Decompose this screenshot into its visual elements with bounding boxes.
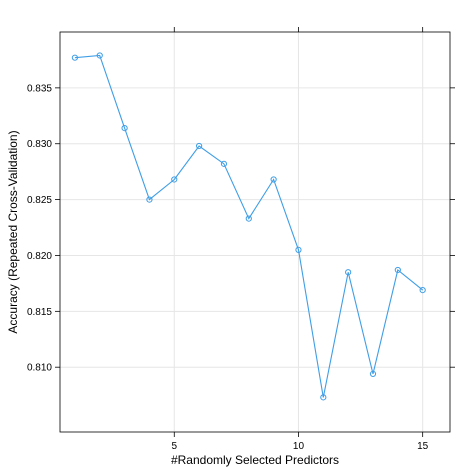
data-point (245, 215, 252, 222)
x-axis-label: #Randomly Selected Predictors (171, 453, 339, 467)
y-tick-label: 0.815 (27, 307, 52, 318)
series-group (71, 52, 426, 401)
data-point (146, 196, 153, 203)
y-tick-label: 0.820 (27, 251, 52, 262)
data-point (270, 176, 277, 183)
y-tick-label: 0.830 (27, 139, 52, 150)
data-point (394, 266, 401, 274)
axis-ticks: 5 10 15 0.810 0.815 0.820 0.825 0.830 0.835 (27, 27, 455, 452)
grid (60, 32, 450, 432)
data-point (121, 124, 128, 132)
data-point (295, 246, 302, 253)
y-tick-label: 0.835 (27, 83, 52, 94)
data-point (220, 160, 228, 167)
data-point (196, 142, 203, 150)
y-tick-label: 0.825 (27, 195, 52, 206)
data-point (419, 287, 426, 294)
data-point (71, 54, 79, 61)
data-point (96, 52, 103, 59)
data-point (345, 269, 352, 276)
data-point (369, 370, 377, 377)
y-axis-label: Accuracy (Repeated Cross-Validation) (6, 130, 20, 333)
series-line (74, 54, 424, 398)
x-tick-label: 5 (171, 441, 177, 452)
data-point (320, 394, 327, 401)
x-tick-label: 15 (417, 441, 429, 452)
data-point (171, 176, 178, 183)
x-tick-label: 10 (293, 441, 305, 452)
y-tick-label: 0.810 (27, 363, 52, 374)
plot-panel (59, 31, 451, 433)
